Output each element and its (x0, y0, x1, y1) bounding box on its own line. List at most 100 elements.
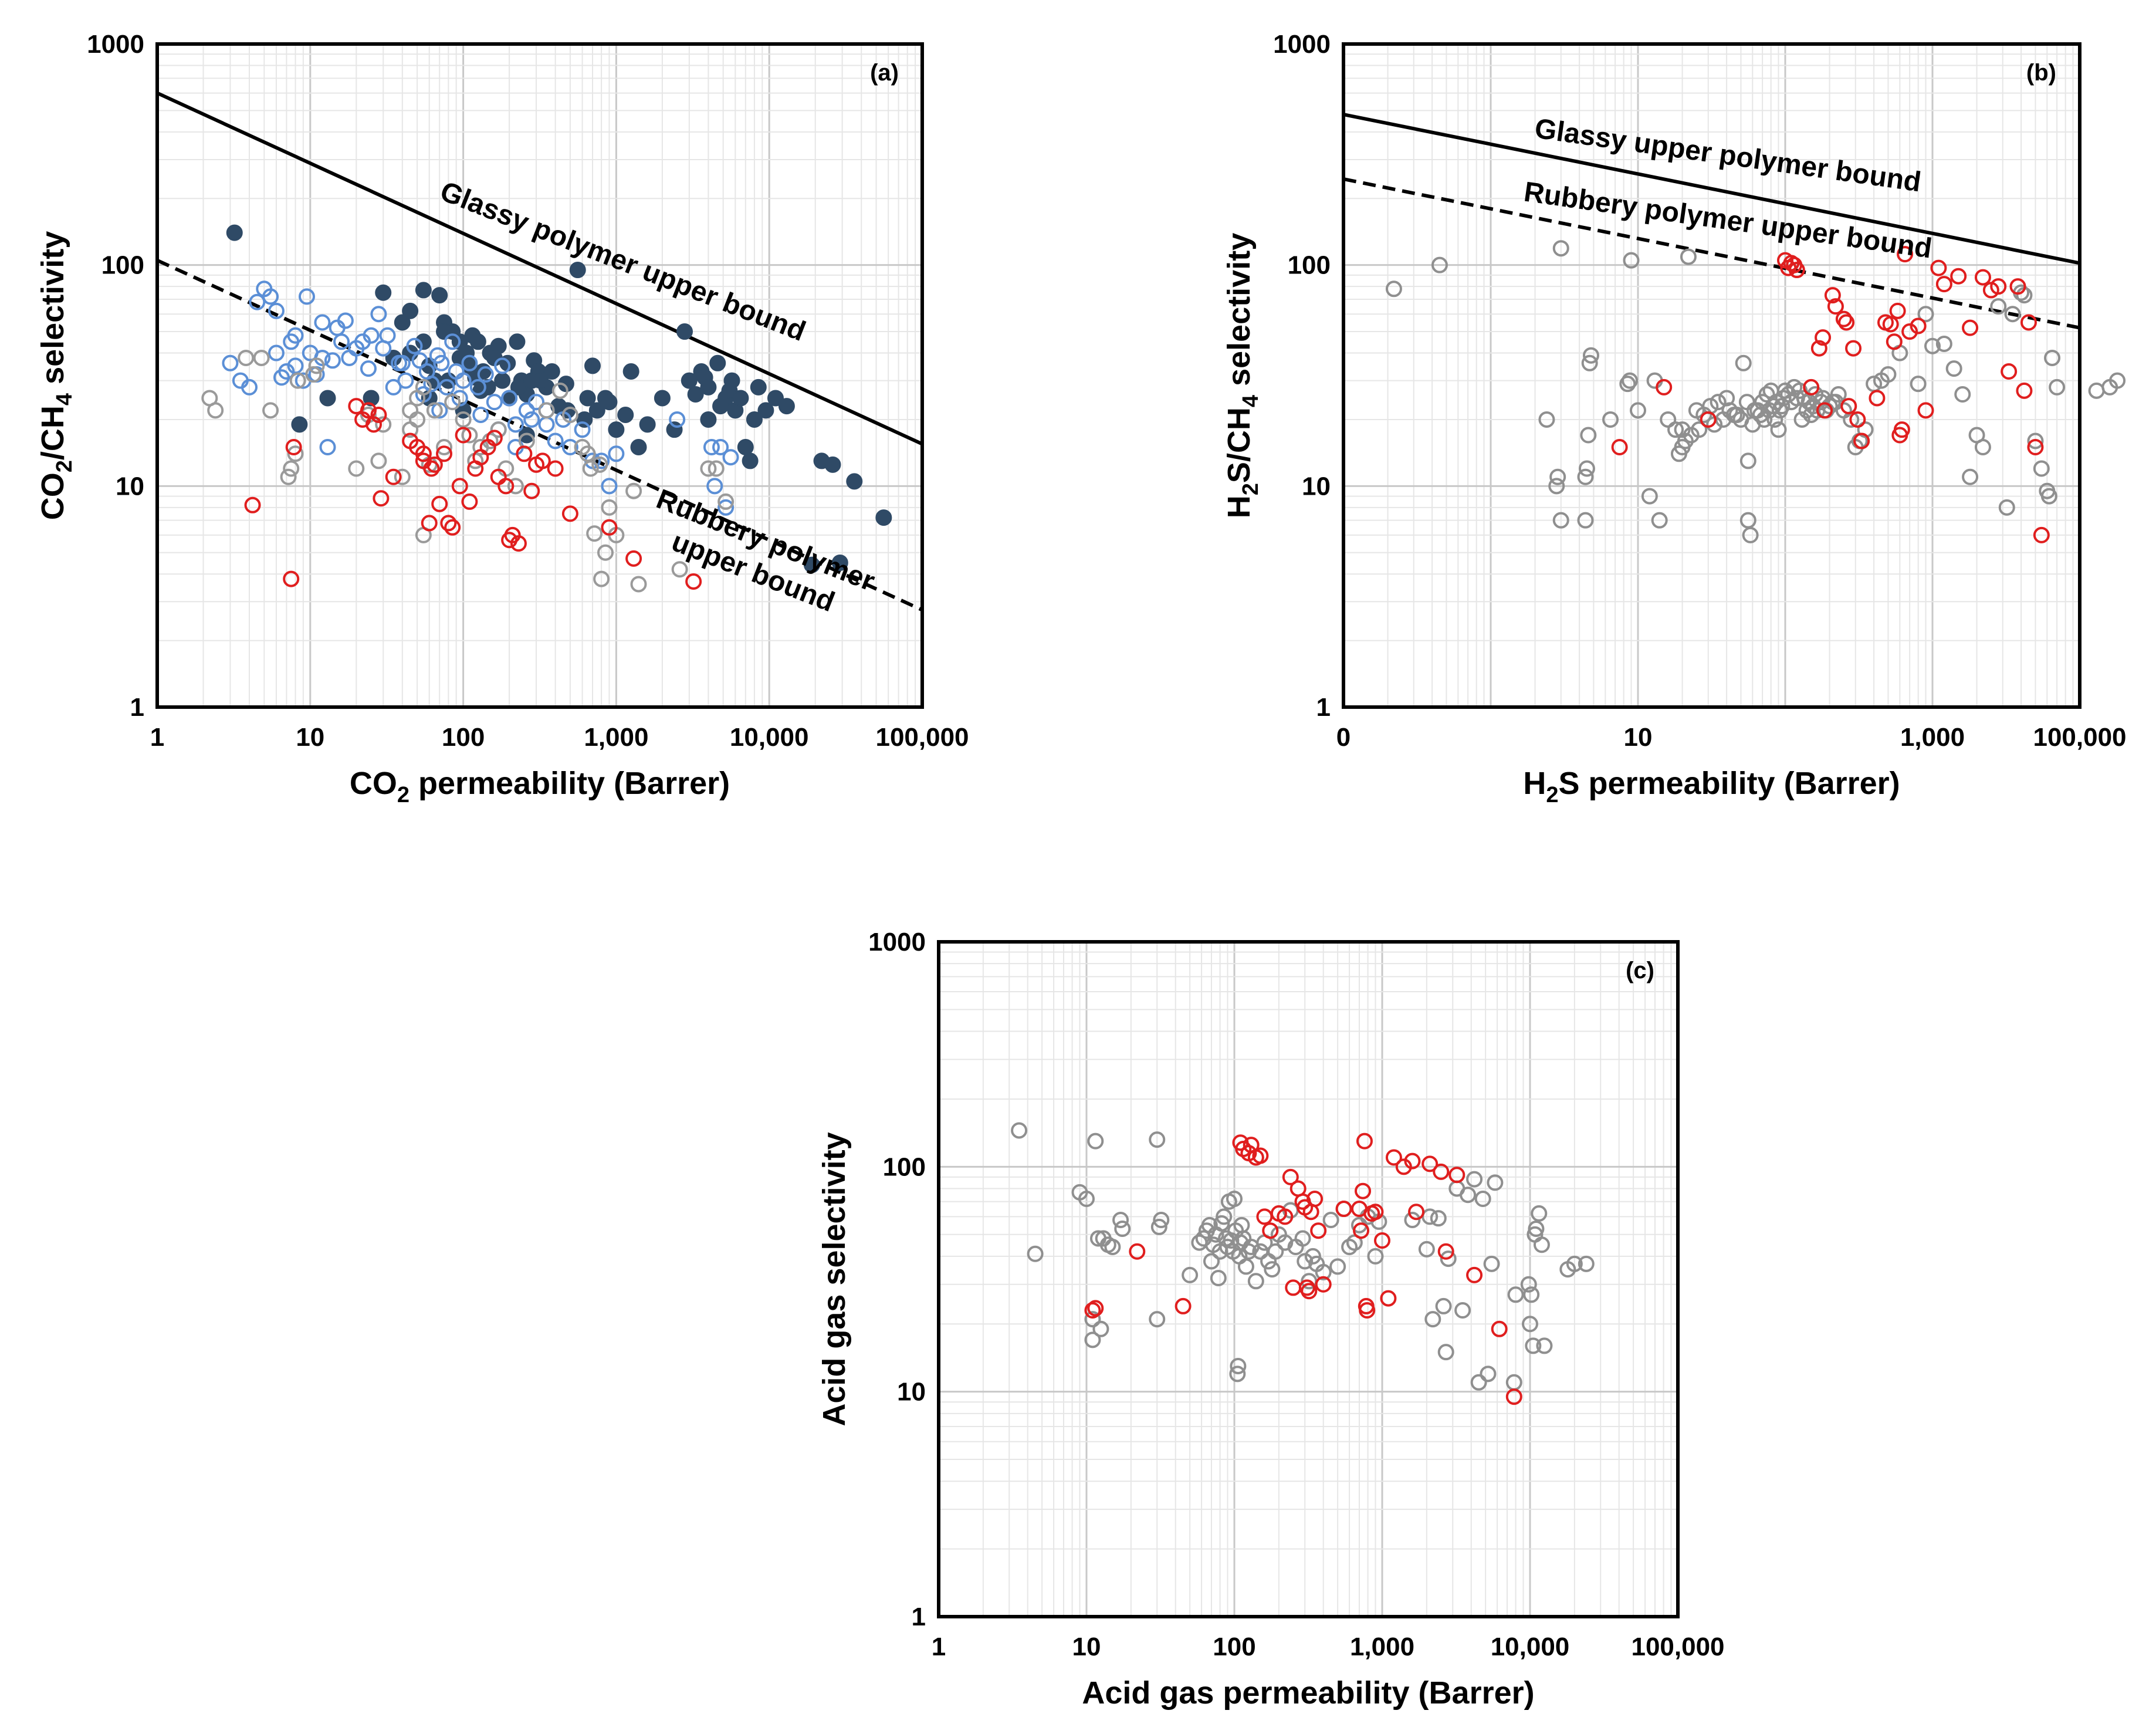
data-point (1962, 468, 1979, 485)
bound-label: Rubbery polymerupper bound (639, 484, 879, 629)
data-point (283, 460, 300, 477)
data-point (262, 402, 279, 419)
data-point (2020, 314, 2037, 331)
data-point (1404, 1152, 1421, 1169)
data-point (253, 349, 270, 366)
x-tick-label: 100 (442, 723, 485, 752)
y-tick-label: 100 (1288, 251, 1331, 280)
data-point (394, 354, 411, 371)
data-point (1728, 406, 1745, 423)
data-point (1307, 1191, 1324, 1208)
data-point (1742, 526, 1759, 543)
data-point (431, 287, 448, 304)
data-point (591, 456, 608, 473)
data-point (1460, 1187, 1477, 1204)
x-tick-label: 1,000 (1900, 723, 1965, 752)
data-point (1897, 246, 1914, 263)
data-point (700, 460, 717, 477)
data-point (601, 519, 618, 536)
data-point (1277, 1234, 1294, 1251)
data-point (2009, 278, 2026, 295)
data-point (1770, 421, 1787, 438)
data-point (1577, 468, 1594, 485)
data-point (1623, 252, 1640, 269)
data-point (1203, 1253, 1220, 1270)
data-point (1962, 319, 1979, 336)
chart-c-points (1011, 1122, 1595, 1405)
data-point (440, 515, 457, 532)
data-point (2040, 488, 2057, 505)
data-point (1304, 1248, 1321, 1265)
data-point (846, 473, 863, 490)
data-point (444, 394, 461, 411)
data-point (280, 468, 297, 485)
data-point (415, 445, 432, 462)
data-point (1267, 1243, 1284, 1260)
data-point (700, 378, 717, 396)
data-point (1522, 1316, 1538, 1333)
data-point (1087, 1300, 1104, 1317)
data-point (360, 402, 377, 419)
data-point (394, 468, 411, 485)
data-point (1175, 1297, 1192, 1314)
data-point (523, 411, 540, 428)
chart-b-frame (1342, 42, 2081, 709)
data-point (518, 402, 535, 419)
data-point (1910, 376, 1927, 393)
data-point (494, 372, 511, 389)
data-point (2088, 382, 2105, 399)
data-point (1315, 1276, 1332, 1293)
data-point (767, 390, 784, 407)
data-point (1355, 1182, 1372, 1199)
x-tick-label: 100 (1213, 1632, 1255, 1661)
data-point (415, 378, 432, 396)
data-point (494, 357, 511, 374)
data-point (1341, 1239, 1358, 1256)
data-point (385, 468, 402, 485)
data-point (477, 366, 494, 383)
data-point (1114, 1221, 1131, 1238)
chart-a-y-ticks: 1 10 100 1000 (87, 30, 144, 722)
data-point (875, 509, 892, 526)
data-point (370, 452, 387, 469)
data-point (1803, 378, 1820, 396)
data-point (1525, 1337, 1542, 1354)
data-point (547, 432, 564, 449)
data-point (431, 495, 448, 512)
y-tick-label: 100 (883, 1152, 926, 1181)
data-point (1480, 1365, 1497, 1383)
data-point (451, 478, 468, 495)
data-point (1910, 317, 1927, 334)
data-point (402, 402, 419, 419)
data-point (608, 421, 625, 438)
data-point (1329, 1258, 1346, 1275)
chart-b-grid (1343, 44, 2080, 707)
data-point (287, 327, 304, 344)
data-point (1210, 1270, 1227, 1287)
data-point (1578, 460, 1595, 477)
data-point (436, 439, 453, 456)
data-point (461, 427, 478, 444)
data-point (423, 376, 440, 393)
data-point (1752, 406, 1769, 423)
data-point (1252, 1147, 1269, 1164)
data-point (561, 439, 578, 456)
rubbery-bound-line (156, 258, 923, 612)
data-point (671, 561, 688, 578)
data-point (438, 378, 455, 396)
data-point (1816, 402, 1833, 419)
data-point (1385, 1149, 1402, 1166)
data-point (1581, 354, 1598, 371)
data-point (706, 478, 723, 495)
data-point (1356, 1133, 1373, 1150)
x-tick-label: 1,000 (1350, 1632, 1414, 1661)
chart-b-x-label: H2S permeability (Barrer) (1523, 766, 1900, 807)
data-point (291, 416, 308, 433)
data-point (622, 363, 639, 380)
data-point (1974, 439, 1991, 456)
data-point (319, 390, 336, 407)
data-point (528, 456, 545, 473)
